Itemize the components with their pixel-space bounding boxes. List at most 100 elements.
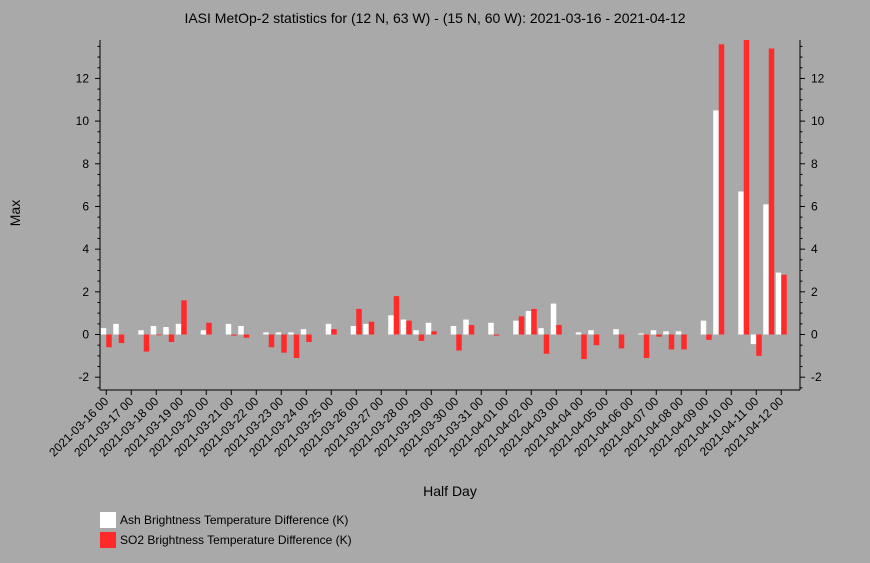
so2-bar bbox=[718, 44, 725, 335]
so2-bar bbox=[406, 320, 412, 335]
y-tick-label: 0 bbox=[82, 328, 89, 342]
so2-bar bbox=[418, 334, 425, 341]
so2-bar bbox=[206, 322, 212, 335]
so2-bar bbox=[706, 334, 712, 340]
ash-bar bbox=[450, 325, 457, 335]
y-tick-label: 10 bbox=[76, 114, 90, 128]
ash-bar bbox=[550, 303, 557, 335]
so2-bar bbox=[431, 331, 437, 335]
ash-bar bbox=[275, 332, 282, 335]
legend-item-ash: Ash Brightness Temperature Difference (K… bbox=[100, 512, 352, 528]
so2-bar bbox=[668, 334, 675, 350]
ash-bar bbox=[413, 330, 419, 335]
ash-bar bbox=[300, 329, 307, 335]
so2-bar bbox=[468, 324, 475, 335]
ash-bar bbox=[150, 325, 157, 335]
ash-bar bbox=[100, 328, 107, 335]
so2-bar bbox=[168, 334, 175, 342]
ash-bar bbox=[138, 330, 144, 335]
so2-bar bbox=[456, 334, 462, 351]
y-ticks: -2 -2 0 0 2 2 4 4 6 6 8 8 10 10 12 12 bbox=[76, 45, 825, 389]
y-axis-label: Max bbox=[7, 199, 23, 227]
so2-bar bbox=[581, 334, 587, 360]
so2-bar bbox=[681, 334, 687, 350]
so2-bar bbox=[643, 334, 650, 358]
legend-label-ash: Ash Brightness Temperature Difference (K… bbox=[120, 513, 349, 527]
ash-bar bbox=[113, 323, 119, 335]
so2-bar bbox=[768, 48, 775, 335]
so2-bar bbox=[531, 308, 537, 335]
legend: Ash Brightness Temperature Difference (K… bbox=[100, 512, 352, 552]
so2-bar bbox=[743, 40, 750, 335]
plot-axes bbox=[99, 40, 801, 391]
y-tick-label-right: 2 bbox=[811, 285, 818, 299]
chart-title: IASI MetOp-2 statistics for (12 N, 63 W)… bbox=[184, 10, 686, 26]
legend-item-so2: SO2 Brightness Temperature Difference (K… bbox=[100, 532, 352, 548]
so2-bar bbox=[243, 334, 250, 338]
so2-bar bbox=[781, 274, 787, 335]
ash-bar bbox=[463, 319, 469, 335]
so2-bar bbox=[231, 334, 237, 336]
y-tick-label-right: 6 bbox=[811, 199, 818, 213]
ash-bar bbox=[488, 322, 494, 335]
legend-swatch-ash bbox=[100, 512, 116, 528]
so2-bar bbox=[656, 334, 662, 337]
ash-bar bbox=[175, 323, 182, 335]
y-tick-label: 6 bbox=[82, 199, 89, 213]
y-tick-label-right: 12 bbox=[811, 71, 825, 85]
so2-bar bbox=[118, 334, 125, 344]
ash-bar bbox=[288, 332, 294, 335]
ash-bar bbox=[750, 334, 757, 345]
so2-bar bbox=[268, 334, 275, 348]
ash-bar bbox=[650, 330, 657, 335]
so2-bar bbox=[543, 334, 550, 354]
ash-bar bbox=[763, 204, 769, 335]
y-tick-label: 12 bbox=[76, 71, 90, 85]
so2-bar bbox=[618, 334, 625, 349]
ash-bar bbox=[738, 191, 744, 335]
ash-bar bbox=[700, 320, 707, 335]
ash-bar bbox=[638, 333, 644, 335]
ash-bar bbox=[388, 315, 394, 335]
ash-bar bbox=[200, 330, 207, 335]
y-tick-label: 8 bbox=[82, 157, 89, 171]
ash-bar bbox=[425, 322, 432, 335]
y-tick-label: 4 bbox=[82, 242, 89, 256]
y-tick-label: 2 bbox=[82, 285, 89, 299]
ash-bar bbox=[538, 328, 544, 335]
so2-bar bbox=[143, 334, 150, 352]
ash-bar bbox=[663, 331, 669, 335]
so2-bar bbox=[156, 334, 162, 336]
y-tick-label-right: 10 bbox=[811, 114, 825, 128]
y-tick-label-right: 4 bbox=[811, 242, 818, 256]
ash-bar bbox=[225, 323, 232, 335]
y-tick-label-right: 0 bbox=[811, 328, 818, 342]
legend-swatch-so2 bbox=[100, 532, 116, 548]
y-tick-label-right: 8 bbox=[811, 157, 818, 171]
so2-bar bbox=[306, 334, 312, 342]
so2-bar bbox=[181, 300, 187, 335]
so2-bar bbox=[356, 308, 362, 335]
so2-bar bbox=[106, 334, 112, 348]
legend-label-so2: SO2 Brightness Temperature Difference (K… bbox=[120, 533, 352, 547]
so2-bar bbox=[556, 324, 562, 335]
ash-bar bbox=[263, 332, 269, 335]
so2-bar bbox=[331, 329, 337, 335]
so2-bar bbox=[493, 334, 500, 336]
so2-bar bbox=[293, 334, 300, 358]
ash-bar bbox=[613, 329, 619, 335]
so2-bar bbox=[518, 316, 525, 335]
ash-bar bbox=[775, 272, 782, 335]
ash-bar bbox=[713, 110, 719, 335]
ash-bar bbox=[163, 327, 169, 335]
ash-bar bbox=[350, 325, 357, 335]
so2-bar bbox=[281, 334, 287, 353]
ash-bar bbox=[513, 320, 519, 335]
so2-bar bbox=[756, 334, 762, 356]
ash-bar bbox=[363, 323, 369, 335]
so2-bar bbox=[368, 321, 375, 335]
so2-bar bbox=[593, 334, 600, 346]
x-axis-label: Half Day bbox=[423, 483, 477, 499]
